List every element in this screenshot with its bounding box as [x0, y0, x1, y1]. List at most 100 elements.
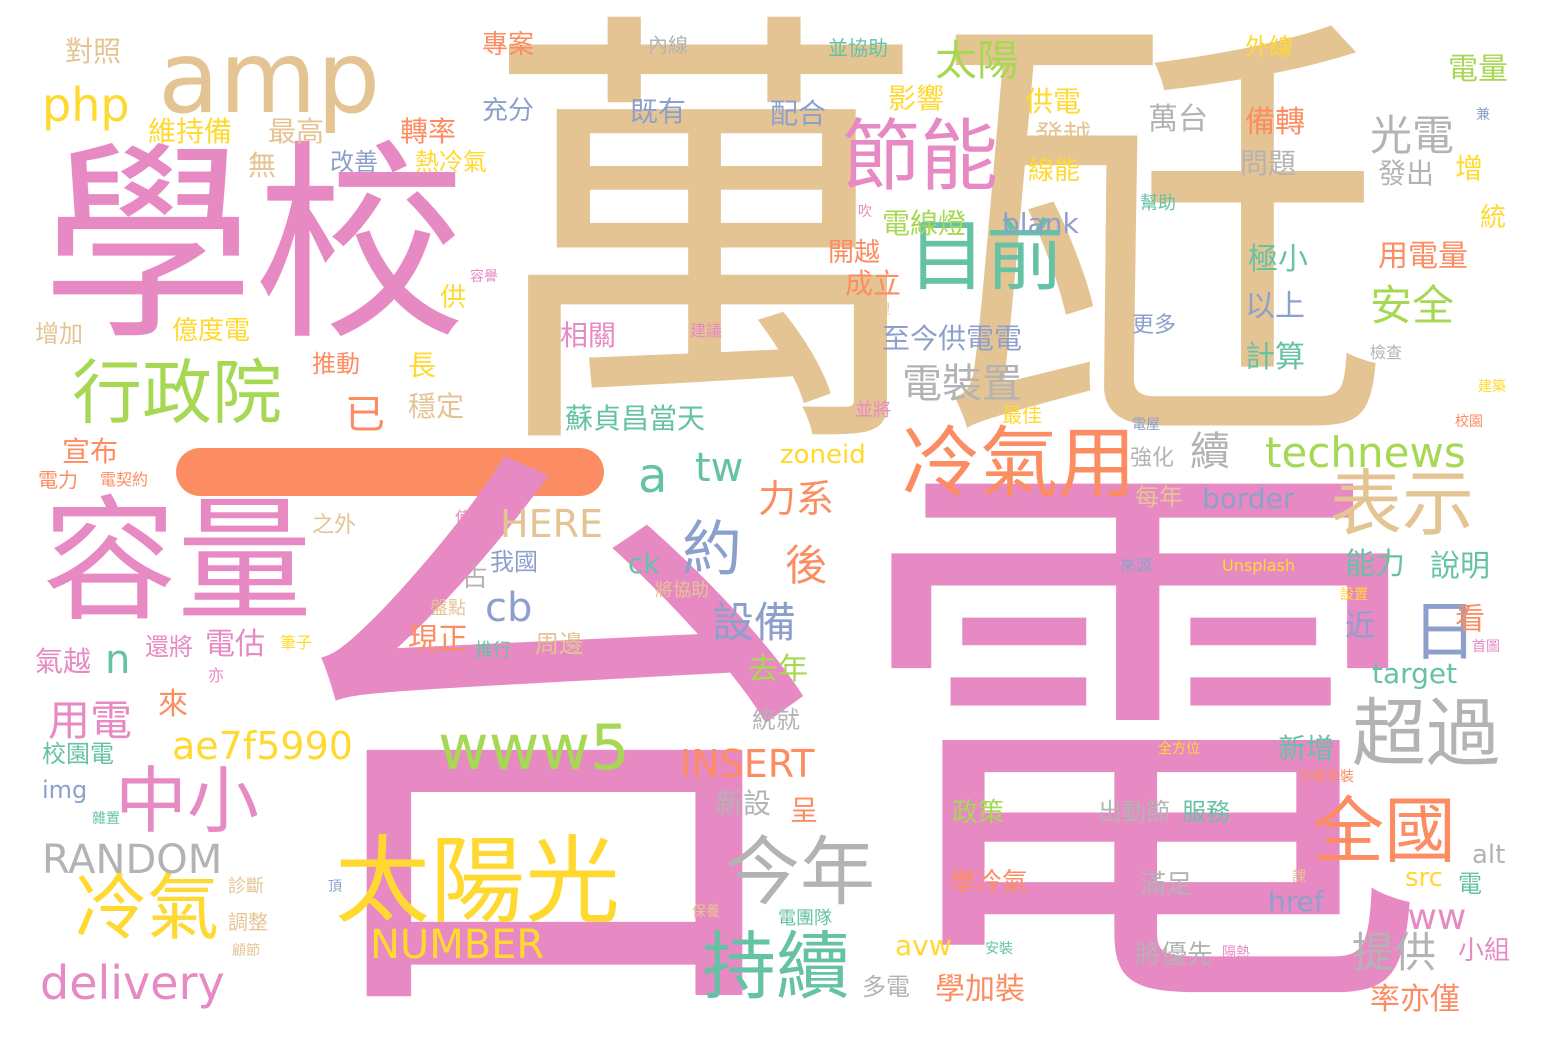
word-cb: cb	[485, 585, 533, 631]
word-guanli: 管理	[862, 302, 890, 318]
word-tw: tw	[695, 445, 744, 491]
word-gujie: 顧節	[232, 943, 260, 959]
word-shoutu: 首圖	[1472, 639, 1500, 655]
word-gong: 供	[440, 283, 467, 313]
word-kan: 看	[1455, 602, 1485, 637]
word-jian: 兼	[1476, 107, 1490, 123]
word-wu: 無	[248, 149, 277, 182]
word-manzu: 滿足	[1140, 870, 1193, 900]
word-zoneid: zoneid	[780, 440, 866, 470]
word-xuanbu: 宣布	[62, 435, 119, 468]
word-lengqiyong: 冷氣用	[902, 419, 1137, 509]
word-dianli: 電力	[38, 468, 78, 492]
word-biaoshi: 表示	[1330, 462, 1475, 546]
word-relengqi: 熱冷氣	[415, 148, 487, 176]
word-ck: ck	[628, 547, 660, 580]
word-target: target	[1372, 657, 1458, 690]
word-waixian: 外線	[1245, 33, 1293, 61]
word-qunian: 去年	[748, 652, 808, 687]
word-lvyijin: 率亦僅	[1370, 982, 1460, 1017]
word-yongdian: 用電	[48, 696, 133, 745]
word-zhuanlv: 轉率	[400, 115, 457, 148]
word-jiancha: 檢查	[1370, 343, 1403, 362]
word-ke: 課	[1292, 869, 1306, 885]
word-xinzeng: 新增	[1278, 732, 1335, 765]
word-yi: 已	[345, 392, 385, 438]
word-xingzhengyuan: 行政院	[72, 352, 282, 434]
word-rongyu: 容譽	[470, 269, 498, 285]
word-sudang: 蘇貞昌當天	[565, 402, 706, 435]
word-qianghua: 強化	[1130, 446, 1175, 471]
word-lengqianzhuang: 冷氣安裝	[1298, 769, 1354, 785]
word-quanfangwei: 全方位	[1158, 741, 1200, 757]
word-zhan: 占	[462, 563, 489, 593]
word-laiyuan: 來源	[1120, 556, 1153, 575]
word-yue: 約	[682, 515, 742, 585]
word-anzhuang: 安裝	[985, 941, 1013, 957]
word-yishang: 以上	[1245, 289, 1305, 324]
word-ae7f5990: ae7f5990	[172, 724, 353, 768]
word-a: a	[638, 448, 668, 504]
word-duizhao: 對照	[65, 35, 122, 68]
word-dianliang: 電量	[1448, 52, 1508, 87]
word-pandian: 盤點	[430, 598, 466, 619]
word-www5: www5	[438, 711, 630, 784]
word-yi2: 亦	[208, 666, 225, 685]
word-fuwu: 服務	[1182, 798, 1230, 826]
word-shebei: 設備	[712, 598, 797, 647]
word-xiaozu: 小組	[1458, 936, 1511, 966]
word-jiangyouxian: 將優先	[1135, 940, 1214, 970]
word-insert: INSERT	[680, 742, 815, 786]
word-bizi: 筆子	[280, 633, 313, 652]
word-jisuan: 計算	[1245, 340, 1305, 375]
word-shuoming: 說明	[1430, 549, 1490, 584]
word-n: n	[105, 637, 131, 683]
word-img: img	[42, 776, 88, 804]
word-xuexiao: 學校	[42, 122, 466, 369]
word-zhongxiao: 中小	[115, 759, 260, 843]
word-haijiang: 還將	[145, 633, 193, 661]
word-chixu: 持續	[702, 924, 850, 1010]
word-bingxiezhu: 並協助	[828, 36, 888, 60]
word-jiyou: 既有	[630, 95, 687, 128]
word-tigong: 提供	[1352, 928, 1437, 977]
word-border: border	[1202, 482, 1295, 515]
word-jin: 近	[1345, 609, 1375, 644]
word-amp: amp	[158, 19, 381, 136]
word-zengjia: 增加	[35, 320, 83, 348]
word-dianqiyue: 電契約	[100, 470, 149, 489]
word-neixian: 內線	[648, 33, 688, 57]
word-tuixing: 推行	[475, 640, 511, 661]
word-gongdian: 供電	[1025, 85, 1082, 118]
word-diantuandui: 電團隊	[778, 908, 832, 929]
word-fayue: 發越	[1035, 119, 1092, 152]
word-lixi: 力系	[758, 477, 835, 521]
word-tiaozheng: 調整	[228, 910, 268, 934]
word-chang: 長	[408, 349, 437, 382]
word-xiaoyuan: 校園	[1455, 414, 1483, 430]
word-shiyong: 使用	[455, 508, 488, 527]
word-peihe: 配合	[770, 97, 827, 130]
word-rongliang: 容量	[42, 483, 312, 640]
word-zhuanan: 專案	[482, 30, 535, 60]
word-jiangxiezhu: 將協助	[655, 580, 709, 601]
word-lai: 來	[158, 687, 188, 722]
word-diangu: 電估	[205, 627, 265, 662]
word-dian-small: 電	[1458, 870, 1482, 898]
word-zuijia: 最佳	[1002, 403, 1042, 427]
word-meinian: 每年	[1135, 483, 1183, 511]
word-xianzheng: 現正	[408, 622, 468, 657]
word-cheng: 呈	[790, 794, 819, 827]
word-dianxiandeng: 電線燈	[882, 207, 967, 240]
word-dianzhuangzhi: 電裝置	[902, 361, 1022, 407]
word-yingxiang: 影響	[888, 82, 945, 115]
word-taiyang: 太陽	[935, 36, 1020, 85]
word-shezhi: 設置	[1340, 587, 1368, 603]
word-jixiao: 極小	[1248, 242, 1308, 277]
word-unsplash: Unsplash	[1222, 556, 1296, 575]
word-gaishan: 改善	[330, 148, 378, 176]
word-nengli: 能力	[1345, 547, 1405, 582]
word-anquan: 安全	[1370, 281, 1455, 330]
word-chengli: 成立	[845, 267, 902, 300]
word-technews: technews	[1265, 428, 1466, 477]
